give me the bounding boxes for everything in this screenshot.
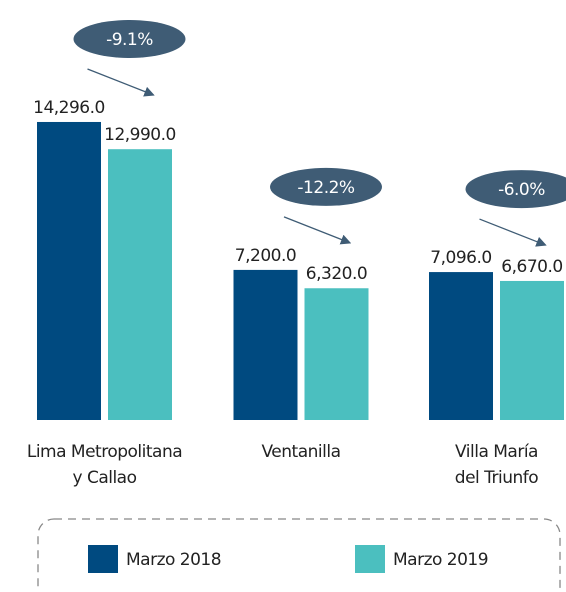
value-label: 7,096.0 <box>430 248 491 268</box>
legend-swatch <box>355 545 385 573</box>
bar <box>429 272 493 420</box>
value-label: 7,200.0 <box>235 246 296 266</box>
bar <box>304 288 369 420</box>
annotation: -6.0% <box>498 180 545 200</box>
annotation-arrow <box>87 68 155 97</box>
annotation-bubble <box>465 170 566 209</box>
value-label: 6,320.0 <box>306 264 367 284</box>
annotation: -9.1% <box>106 30 153 50</box>
annotation-arrow <box>283 216 352 245</box>
annotation: -12.2% <box>297 178 354 198</box>
x-tick-label: del Triunfo <box>455 468 539 488</box>
legend-box <box>37 518 561 592</box>
x-tick-label: Ventanilla <box>262 442 341 462</box>
x-tick-label: Lima Metropolitana <box>27 442 182 462</box>
bar <box>233 269 298 420</box>
value-label: 12,990.0 <box>104 125 176 145</box>
bar <box>500 280 564 420</box>
x-tick-label: Villa María <box>455 442 538 462</box>
annotation-arrow <box>479 218 547 247</box>
legend-label: Marzo 2018 <box>126 550 221 570</box>
value-label: 6,670.0 <box>501 257 562 277</box>
bar <box>108 149 172 421</box>
bar <box>37 121 101 421</box>
annotation-bubble <box>270 167 382 206</box>
legend-label: Marzo 2019 <box>393 550 488 570</box>
annotation-bubble <box>73 19 186 58</box>
value-label: 14,296.0 <box>33 98 105 118</box>
legend-swatch <box>88 545 118 573</box>
x-tick-label: y Callao <box>72 468 136 488</box>
